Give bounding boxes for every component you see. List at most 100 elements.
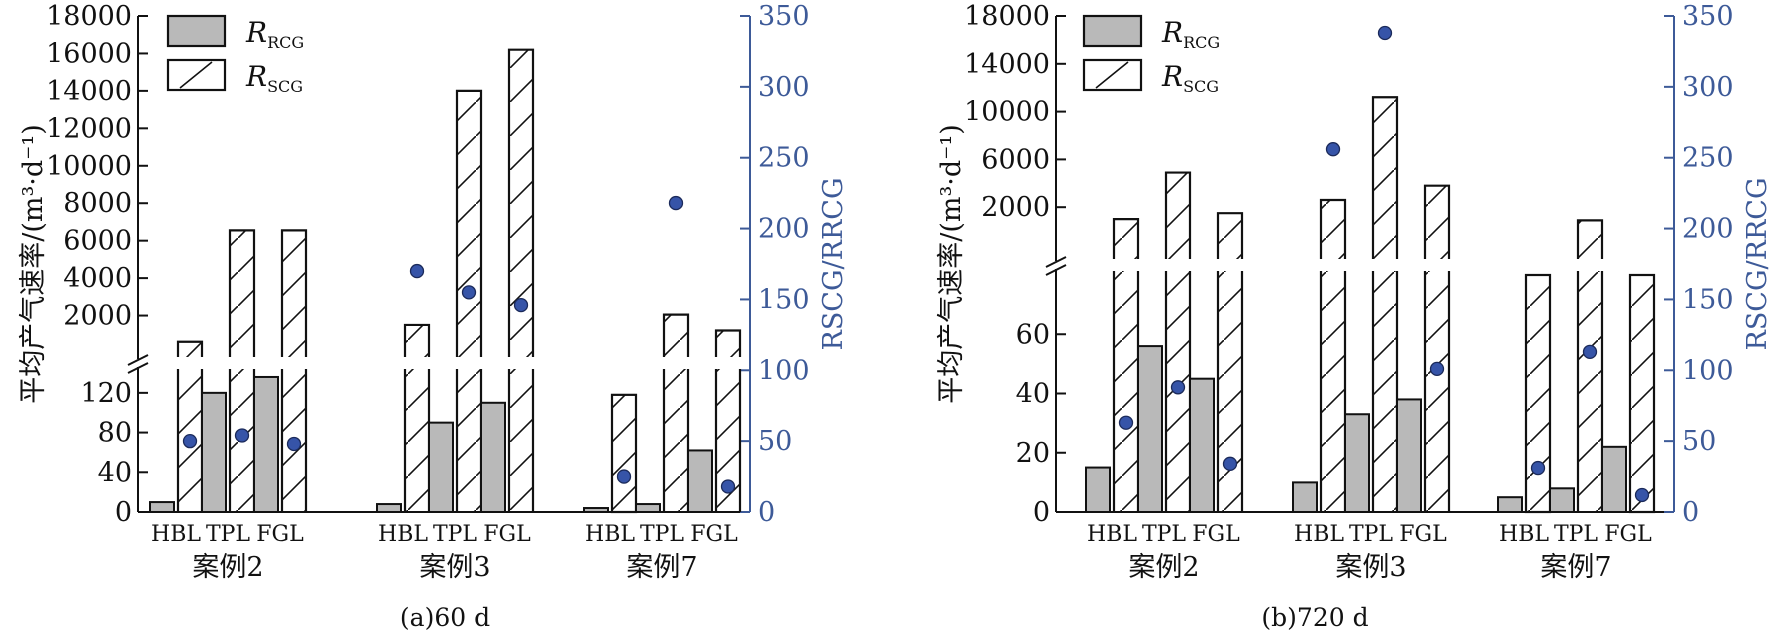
legend-symbol: R <box>1161 16 1183 49</box>
panel-caption: (a)60 d <box>400 603 490 632</box>
ratio-point <box>513 297 529 313</box>
y-tick-label-left: 80 <box>98 418 132 449</box>
ratio-point <box>182 433 198 449</box>
bar-scg-upper <box>1578 220 1602 259</box>
y-tick-label-left: 10000 <box>964 97 1050 128</box>
bar-scg-lower <box>664 369 688 512</box>
bar-scg-upper <box>1373 97 1397 259</box>
legend-label-scg: RSCG <box>1161 60 1219 96</box>
y-tick-label-left: 4000 <box>63 263 132 294</box>
group-label: 案例3 <box>1335 552 1406 583</box>
axis-break-mark <box>127 362 149 374</box>
bar-rcg <box>1085 466 1111 513</box>
legend-subscript: RCG <box>1183 33 1220 52</box>
x-tick-label: FGL <box>1399 522 1447 547</box>
bar-scg-lower <box>1218 271 1242 512</box>
y-tick-label-left: 60 <box>1016 319 1050 350</box>
bar-scg-lower-edge <box>714 369 742 512</box>
y-tick-label-left: 0 <box>1033 497 1050 528</box>
x-tick-label: HBL <box>378 522 428 547</box>
bar-rcg <box>1601 445 1627 514</box>
legend-hatch <box>1095 61 1129 89</box>
x-tick-label: TPL <box>640 522 684 547</box>
x-tick-label: TPL <box>1554 522 1598 547</box>
panel-60d: 0408012020004000600080001000012000140001… <box>18 1 849 632</box>
legend-subscript: RCG <box>267 33 304 52</box>
y-tick-label-left: 2000 <box>981 192 1050 223</box>
y-tick-label-left: 8000 <box>63 188 132 219</box>
bar-scg-lower <box>405 369 429 512</box>
bar-scg-upper <box>457 90 481 357</box>
panel-720d: 0 20 40 60 2000 6000 10000 14000 18000 0 50 100 150 2… <box>936 1 1773 632</box>
ratio-point <box>720 479 736 494</box>
bar-scg <box>1628 273 1656 514</box>
y-tick-label-right: 0 <box>758 497 775 528</box>
y-tick-label-left: 12000 <box>46 113 132 144</box>
x-tick-label: TPL <box>1142 522 1186 547</box>
legend-subscript: SCG <box>267 77 303 96</box>
bar-rcg <box>635 503 661 513</box>
group-label: 案例7 <box>1540 552 1611 583</box>
ratio-point <box>668 195 684 211</box>
bar-scg-upper <box>716 330 740 357</box>
bar-scg-upper-edge <box>662 313 690 357</box>
bar-scg-upper <box>1425 185 1449 259</box>
x-tick-label: TPL <box>433 522 477 547</box>
ratio-point <box>616 469 632 484</box>
legend-symbol: R <box>245 60 267 93</box>
bar-rcg <box>583 507 609 513</box>
y-tick-label-left: 10000 <box>46 151 132 182</box>
bar-scg-upper-edge <box>1319 198 1347 259</box>
ratio-point <box>286 436 302 452</box>
bar-scg-upper <box>1218 213 1242 259</box>
bar-rcg <box>149 501 175 514</box>
group-label: 案例3 <box>419 552 490 583</box>
bar-scg-upper-edge <box>176 340 204 357</box>
y-tick-label-left: 40 <box>98 457 132 488</box>
ratio-point <box>1170 380 1186 395</box>
y-tick-label-left: 16000 <box>46 38 132 69</box>
ratio-point <box>234 428 250 443</box>
ratio-point <box>1530 460 1546 476</box>
x-tick-label: FGL <box>483 522 531 547</box>
y-tick-label-right: 100 <box>1682 355 1734 386</box>
x-tick-label: HBL <box>1087 522 1137 547</box>
y-tick-label-right: 200 <box>1682 214 1734 245</box>
x-tick-label: HBL <box>585 522 635 547</box>
y-axis-label-left: 平均产气速率/(m³·d⁻¹) <box>936 124 967 404</box>
legend-label-rcg: RRCG <box>245 16 304 52</box>
bar-scg-upper-edge <box>1423 184 1451 259</box>
bar-scg-upper <box>405 324 429 357</box>
y-axis-label-right: RSCG/RRCG <box>1742 177 1773 350</box>
bar-scg-upper-edge <box>1371 96 1399 259</box>
y-tick-label-right: 350 <box>758 1 810 32</box>
ratio-point <box>1582 344 1598 360</box>
axis-break-mark <box>1045 256 1067 268</box>
x-tick-label: FGL <box>690 522 738 547</box>
bar-scg-upper-edge <box>1216 212 1244 259</box>
bar-scg-upper <box>282 230 306 357</box>
bar-scg-lower-edge <box>1423 271 1451 512</box>
y-tick-label-left: 18000 <box>964 1 1050 32</box>
legend-label-rcg: RRCG <box>1161 16 1220 52</box>
x-tick-label: FGL <box>256 522 304 547</box>
y-tick-label-right: 250 <box>1682 143 1734 174</box>
bar-scg-upper <box>178 341 202 357</box>
y-tick-label-left: 0 <box>115 497 132 528</box>
axis-break-mark <box>127 354 149 366</box>
bar-rcg <box>253 375 279 513</box>
ratio-point <box>461 285 477 300</box>
bar-scg-lower-edge <box>1216 271 1244 512</box>
x-tick-label: HBL <box>151 522 201 547</box>
bar-scg-upper <box>664 314 688 357</box>
bar-scg-upper <box>230 230 254 357</box>
y-axis-label-left: 平均产气速率/(m³·d⁻¹) <box>18 124 49 404</box>
bar-rcg <box>428 421 454 513</box>
y-tick-label-right: 350 <box>1682 1 1734 32</box>
bar-scg-upper <box>1321 200 1345 259</box>
bar-scg-lower-edge <box>507 369 535 512</box>
bar-scg-upper-edge <box>403 323 431 357</box>
bar-scg-lower <box>457 369 481 512</box>
bar-scg-lower <box>1114 271 1138 512</box>
